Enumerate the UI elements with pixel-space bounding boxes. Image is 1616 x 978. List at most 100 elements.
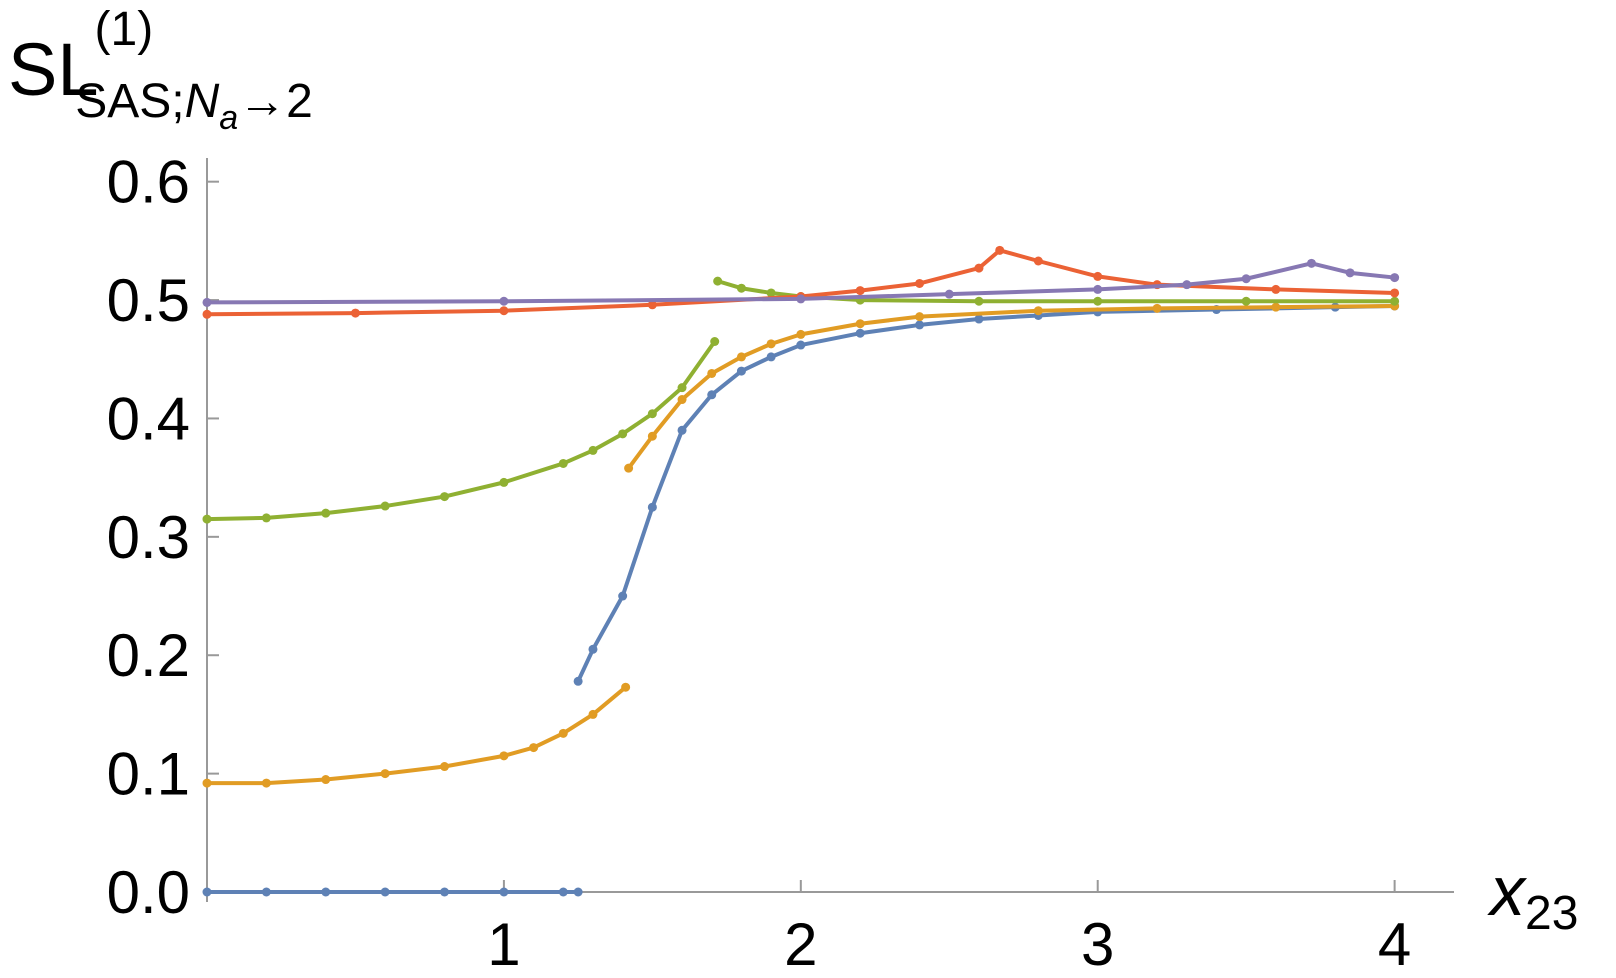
series-point	[350, 308, 360, 318]
series-point	[677, 395, 687, 405]
series-point	[558, 887, 568, 897]
series-point	[1271, 284, 1281, 294]
series-point	[558, 458, 568, 468]
series-point	[440, 887, 450, 897]
series-point	[380, 887, 390, 897]
series-point	[529, 743, 539, 753]
series-point	[1241, 296, 1251, 306]
series-point	[855, 319, 865, 329]
x-axis-label: x23	[1487, 852, 1578, 940]
x-tick-label: 4	[1378, 911, 1411, 978]
series-line	[206, 279, 1395, 522]
series-point	[573, 676, 583, 686]
series-point	[1093, 284, 1103, 294]
y-axis-label: SL(1) SAS;Na→2	[8, 3, 313, 137]
series-point	[855, 286, 865, 296]
series-point	[499, 751, 509, 761]
series-point	[499, 306, 509, 316]
series-point	[915, 320, 925, 330]
series-point	[588, 644, 598, 654]
y-tick-label: 0.0	[107, 859, 190, 926]
series-point	[380, 501, 390, 511]
series-point	[261, 887, 271, 897]
y-tick-label: 0.6	[107, 149, 190, 216]
series-point	[647, 409, 657, 419]
series-point	[647, 502, 657, 512]
series-point	[796, 340, 806, 350]
series-point	[855, 328, 865, 338]
series-point	[647, 431, 657, 441]
x-tick-label: 2	[784, 911, 817, 978]
series-point	[974, 263, 984, 273]
series-line	[206, 261, 1395, 305]
series-point	[321, 508, 331, 518]
series-point	[202, 514, 212, 524]
series-point	[944, 289, 954, 299]
series-point	[440, 762, 450, 772]
series-point	[440, 492, 450, 502]
series-point	[1390, 273, 1400, 283]
series-point	[974, 296, 984, 306]
series-point	[202, 778, 212, 788]
series-point	[796, 329, 806, 339]
series-point	[766, 288, 776, 298]
series-point	[1306, 258, 1316, 268]
series-point	[766, 339, 776, 349]
series-point	[796, 294, 806, 304]
series-point	[202, 297, 212, 307]
series-point	[995, 245, 1005, 255]
y-tick-label: 0.1	[107, 741, 190, 808]
y-tick-label: 0.2	[107, 622, 190, 689]
x-tick-label: 3	[1081, 911, 1114, 978]
series-point	[915, 312, 925, 322]
series-point	[677, 383, 687, 393]
series-point	[713, 276, 723, 286]
series-line	[206, 248, 1395, 317]
series-point	[1033, 306, 1043, 316]
series-point	[1271, 302, 1281, 312]
series-point	[710, 337, 720, 346]
series-point	[1345, 268, 1355, 278]
series-point	[677, 425, 687, 435]
series-point	[1033, 256, 1043, 266]
series-line	[207, 303, 1395, 786]
series-point	[202, 887, 212, 897]
series-point	[1390, 296, 1400, 306]
series-point	[1182, 280, 1192, 290]
series-point	[499, 887, 509, 897]
series-point	[1152, 303, 1162, 313]
series-point	[573, 887, 583, 897]
series-point	[1241, 274, 1251, 284]
y-tick-label: 0.4	[107, 385, 190, 452]
series-point	[618, 429, 628, 439]
series-point	[624, 463, 634, 473]
series-point	[1093, 271, 1103, 281]
series-point	[915, 278, 925, 288]
series-point	[558, 728, 568, 738]
series-point	[1390, 288, 1400, 298]
series-point	[618, 591, 628, 601]
series-point	[588, 445, 598, 455]
series-point	[974, 314, 984, 324]
series-point	[261, 778, 271, 788]
series-point	[321, 887, 331, 897]
y-tick-label: 0.5	[107, 267, 190, 334]
series-point	[499, 477, 509, 487]
series-point	[707, 390, 717, 400]
series-point	[621, 682, 631, 692]
series-point	[261, 513, 271, 523]
series-point	[766, 352, 776, 362]
series-point	[1093, 296, 1103, 306]
series-point	[736, 283, 746, 293]
series-point	[321, 775, 331, 785]
series-line	[207, 303, 1395, 894]
x-tick-label: 1	[487, 911, 520, 978]
series-point	[707, 368, 717, 378]
series-point	[380, 769, 390, 779]
series-point	[202, 309, 212, 319]
series-point	[736, 352, 746, 362]
y-tick-label: 0.3	[107, 504, 190, 571]
series-point	[647, 300, 657, 310]
series-point	[736, 366, 746, 376]
